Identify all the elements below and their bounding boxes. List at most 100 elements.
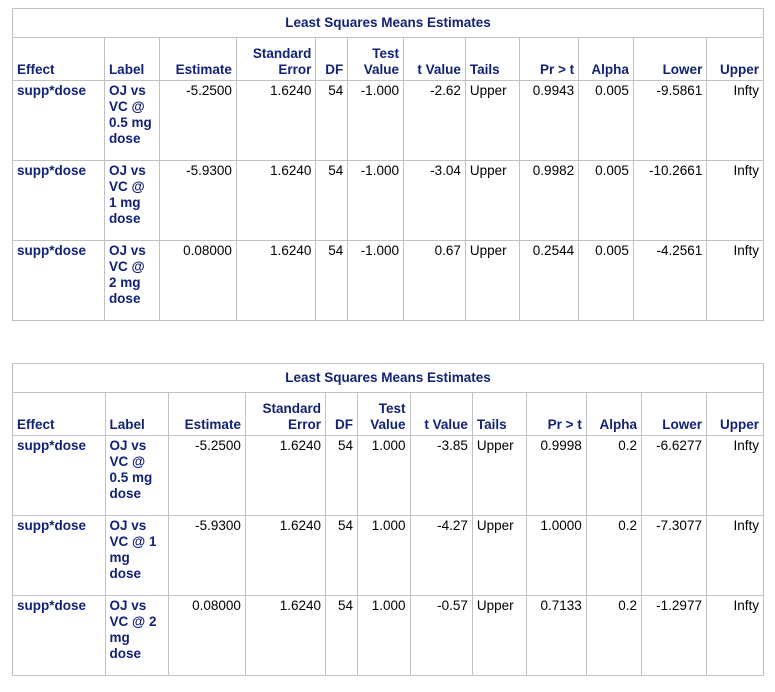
cell-estimate: 0.08000: [158, 240, 237, 321]
cell-stderr: 1.6240: [235, 160, 317, 241]
table-row: supp*dose OJ vs VC @ 1 mg dose -5.9300 1…: [12, 160, 764, 241]
cell-upper: Infty: [706, 240, 764, 321]
cell-df: 54: [325, 515, 359, 596]
cell-stderr: 1.6240: [235, 80, 317, 161]
cell-t-value: -4.27: [409, 515, 473, 596]
cell-alpha: 0.005: [578, 80, 634, 161]
cell-label: OJ vs VC @ 1 mg dose: [104, 515, 169, 596]
cell-t-value: -2.62: [402, 80, 466, 161]
col-header-test-value: Test Value: [357, 392, 411, 436]
cell-lower: -4.2561: [632, 240, 708, 321]
cell-alpha: 0.005: [578, 160, 634, 241]
cell-alpha: 0.005: [578, 240, 634, 321]
col-header-test-value: Test Value: [347, 37, 404, 81]
cell-upper: Infty: [705, 515, 765, 596]
cell-lower: -10.2661: [632, 160, 708, 241]
col-header-tails: Tails: [464, 37, 520, 81]
cell-tails: Upper: [471, 515, 528, 596]
cell-effect: supp*dose: [12, 595, 106, 676]
cell-effect: supp*dose: [12, 515, 106, 596]
col-header-df: DF: [315, 37, 349, 81]
col-header-standard-error: Standard Error: [244, 392, 327, 436]
lsmeans-table-1: Least Squares Means Estimates Effect Lab…: [12, 8, 764, 321]
cell-upper: Infty: [705, 595, 765, 676]
col-header-df: DF: [325, 392, 359, 436]
col-header-alpha: Alpha: [578, 37, 634, 81]
cell-estimate: -5.9300: [158, 160, 237, 241]
cell-t-value: -3.85: [409, 435, 473, 516]
col-header-upper: Upper: [706, 37, 764, 81]
cell-pr-t: 0.9982: [518, 160, 580, 241]
cell-stderr: 1.6240: [244, 515, 327, 596]
cell-test-value: 1.000: [357, 595, 411, 676]
cell-stderr: 1.6240: [244, 435, 327, 516]
cell-pr-t: 0.2544: [518, 240, 580, 321]
col-header-pr-t: Pr > t: [526, 392, 587, 436]
cell-tails: Upper: [464, 80, 520, 161]
col-header-effect: Effect: [12, 37, 105, 81]
col-header-estimate: Estimate: [167, 392, 246, 436]
cell-test-value: 1.000: [357, 515, 411, 596]
col-header-pr-t: Pr > t: [518, 37, 580, 81]
cell-df: 54: [315, 80, 349, 161]
table-row: supp*dose OJ vs VC @ 2 mg dose 0.08000 1…: [12, 240, 764, 321]
table-title: Least Squares Means Estimates: [12, 363, 764, 393]
col-header-lower: Lower: [640, 392, 707, 436]
cell-df: 54: [315, 240, 349, 321]
cell-t-value: -0.57: [409, 595, 473, 676]
col-header-standard-error: Standard Error: [235, 37, 317, 81]
cell-label: OJ vs VC @ 1 mg dose: [103, 160, 160, 241]
cell-test-value: -1.000: [347, 160, 404, 241]
cell-tails: Upper: [464, 240, 520, 321]
cell-stderr: 1.6240: [244, 595, 327, 676]
lsmeans-table-2: Least Squares Means Estimates Effect Lab…: [12, 363, 765, 676]
col-header-t-value: t Value: [402, 37, 466, 81]
cell-tails: Upper: [471, 595, 528, 676]
col-header-lower: Lower: [632, 37, 708, 81]
cell-estimate: -5.2500: [167, 435, 246, 516]
cell-effect: supp*dose: [12, 435, 106, 516]
cell-lower: -7.3077: [640, 515, 707, 596]
table-title: Least Squares Means Estimates: [12, 8, 764, 38]
cell-label: OJ vs VC @ 2 mg dose: [104, 595, 169, 676]
cell-tails: Upper: [464, 160, 520, 241]
cell-lower: -1.2977: [640, 595, 707, 676]
cell-upper: Infty: [705, 435, 765, 516]
col-header-label: Label: [104, 392, 169, 436]
col-header-label: Label: [103, 37, 160, 81]
table-row: supp*dose OJ vs VC @ 0.5 mg dose -5.2500…: [12, 435, 765, 516]
cell-effect: supp*dose: [12, 160, 105, 241]
cell-alpha: 0.2: [585, 435, 642, 516]
col-header-effect: Effect: [12, 392, 106, 436]
col-header-upper: Upper: [705, 392, 765, 436]
cell-lower: -9.5861: [632, 80, 708, 161]
cell-test-value: -1.000: [347, 240, 404, 321]
cell-estimate: -5.9300: [167, 515, 246, 596]
table-row: supp*dose OJ vs VC @ 2 mg dose 0.08000 1…: [12, 595, 765, 676]
cell-estimate: 0.08000: [167, 595, 246, 676]
cell-estimate: -5.2500: [158, 80, 237, 161]
col-header-tails: Tails: [471, 392, 528, 436]
col-header-t-value: t Value: [409, 392, 473, 436]
cell-df: 54: [325, 435, 359, 516]
cell-t-value: -3.04: [402, 160, 466, 241]
cell-test-value: 1.000: [357, 435, 411, 516]
cell-lower: -6.6277: [640, 435, 707, 516]
col-header-alpha: Alpha: [585, 392, 642, 436]
cell-effect: supp*dose: [12, 240, 105, 321]
cell-upper: Infty: [706, 80, 764, 161]
cell-alpha: 0.2: [585, 595, 642, 676]
cell-label: OJ vs VC @ 2 mg dose: [103, 240, 160, 321]
table-row: supp*dose OJ vs VC @ 1 mg dose -5.9300 1…: [12, 515, 765, 596]
table-row: supp*dose OJ vs VC @ 0.5 mg dose -5.2500…: [12, 80, 764, 161]
cell-test-value: -1.000: [347, 80, 404, 161]
cell-tails: Upper: [471, 435, 528, 516]
cell-df: 54: [325, 595, 359, 676]
cell-pr-t: 0.9943: [518, 80, 580, 161]
cell-stderr: 1.6240: [235, 240, 317, 321]
cell-pr-t: 0.7133: [526, 595, 587, 676]
cell-label: OJ vs VC @ 0.5 mg dose: [104, 435, 169, 516]
cell-upper: Infty: [706, 160, 764, 241]
cell-label: OJ vs VC @ 0.5 mg dose: [103, 80, 160, 161]
cell-alpha: 0.2: [585, 515, 642, 596]
